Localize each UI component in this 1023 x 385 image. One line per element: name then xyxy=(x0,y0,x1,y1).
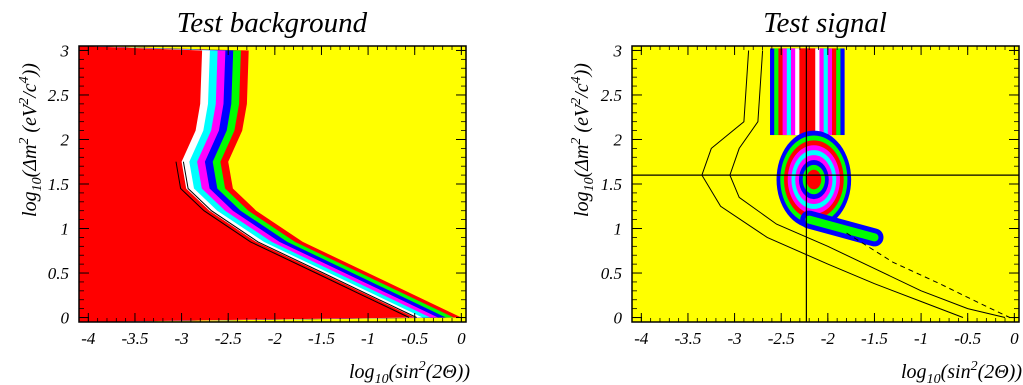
contour-line xyxy=(175,161,410,318)
contour-line xyxy=(701,50,964,318)
y-axis-label: log10(Δm2 (eV2/c4)) xyxy=(569,63,597,217)
x-tick-label: -3.5 xyxy=(121,329,148,348)
y-tick-label: 2.5 xyxy=(601,86,622,105)
x-tick-label: -0.5 xyxy=(954,329,981,348)
x-tick-label: -1.5 xyxy=(861,329,888,348)
axis-ticks: -4 -3.5 -3 -2.5 -2 -1.5 -1 -0.5 0 0 0.5 1 1.5 2 2.5 3 xyxy=(601,41,1019,348)
heatmap-band xyxy=(799,48,816,136)
x-tick-label: 0 xyxy=(1010,329,1019,348)
x-tick-label: -1 xyxy=(361,329,375,348)
heatmap-region-red xyxy=(79,46,415,322)
x-tick-label: -2.5 xyxy=(768,329,795,348)
contour-line xyxy=(182,161,417,318)
svg-text:log10(sin2(2Θ)): log10(sin2(2Θ)) xyxy=(901,359,1022,385)
x-tick-label: -4 xyxy=(81,329,96,348)
x-axis-label: log10(sin2(2Θ)) xyxy=(901,359,1022,385)
axis-ticks: -4 -3.5 -3 -2.5 -2 -1.5 -1 -0.5 0 0 0.5 1 1.5 2 2.5 3 xyxy=(48,41,466,348)
y-tick-label: 1 xyxy=(614,220,623,239)
svg-text:log10(Δm2 (eV2/c4)): log10(Δm2 (eV2/c4)) xyxy=(569,63,597,217)
y-tick-label: 2 xyxy=(61,130,70,149)
y-tick-label: 1.5 xyxy=(601,175,622,194)
panel-test-background: Test background -4 -3.5 -3 -2.5 -2 -1.5 -1 -0.5… xyxy=(17,7,470,385)
y-tick-label: 2.5 xyxy=(48,86,69,105)
contour-line xyxy=(729,50,1006,318)
plot-area xyxy=(632,46,1019,322)
y-tick-label: 2 xyxy=(614,130,623,149)
y-tick-label: 0.5 xyxy=(48,264,69,283)
x-axis-label: log10(sin2(2Θ)) xyxy=(349,359,470,385)
x-tick-label: -1.5 xyxy=(308,329,335,348)
x-tick-label: -3 xyxy=(727,329,741,348)
y-tick-label: 0.5 xyxy=(601,264,622,283)
y-tick-label: 3 xyxy=(613,41,623,60)
x-tick-label: -2 xyxy=(268,329,283,348)
svg-text:log10(Δm2 (eV2/c4)): log10(Δm2 (eV2/c4)) xyxy=(17,63,45,217)
x-tick-label: 0 xyxy=(457,329,466,348)
y-tick-label: 0 xyxy=(614,309,623,328)
y-tick-label: 1.5 xyxy=(48,175,69,194)
contour-line xyxy=(846,232,1010,318)
x-tick-label: -4 xyxy=(634,329,649,348)
y-tick-label: 1 xyxy=(61,220,70,239)
chart-title: Test signal xyxy=(763,7,887,39)
y-tick-label: 3 xyxy=(60,41,70,60)
x-tick-label: -1 xyxy=(914,329,928,348)
plot-area xyxy=(79,46,466,322)
x-tick-label: -2 xyxy=(821,329,836,348)
heatmap-band xyxy=(806,169,822,190)
panel-test-signal: Test signal -4 -3.5 -3 -2.5 -2 -1.5 -1 -0.5 0 0 0.… xyxy=(569,7,1022,385)
x-tick-label: -3 xyxy=(174,329,188,348)
x-tick-label: -3.5 xyxy=(674,329,701,348)
y-tick-label: 0 xyxy=(61,309,70,328)
svg-text:log10(sin2(2Θ)): log10(sin2(2Θ)) xyxy=(349,359,470,385)
chart-title: Test background xyxy=(177,7,368,39)
heatmap-band xyxy=(805,215,879,242)
x-tick-label: -0.5 xyxy=(401,329,428,348)
x-tick-label: -2.5 xyxy=(215,329,242,348)
y-axis-label: log10(Δm2 (eV2/c4)) xyxy=(17,63,45,217)
